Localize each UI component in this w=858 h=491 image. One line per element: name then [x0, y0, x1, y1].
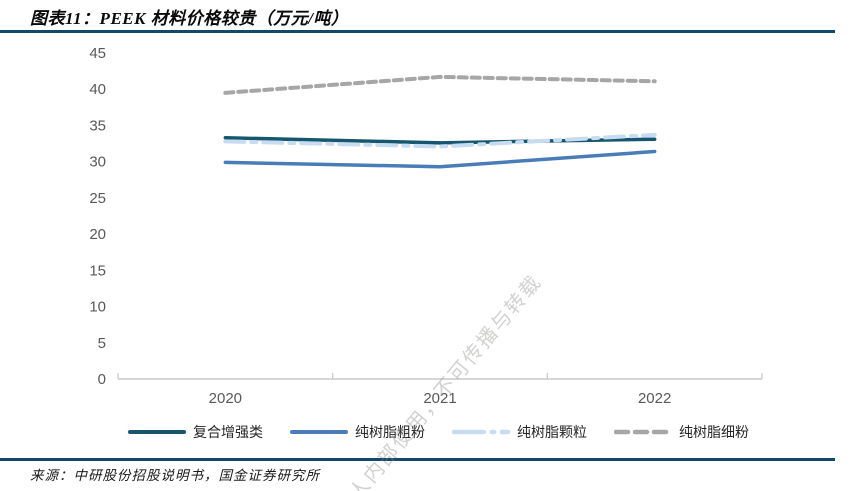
legend-label: 纯树脂细粉 — [679, 426, 749, 441]
y-axis-tick-label: 25 — [89, 190, 106, 207]
y-axis-tick-label: 10 — [89, 299, 106, 316]
legend-line-swatch — [614, 429, 672, 435]
y-axis-tick-label: 0 — [98, 371, 106, 388]
y-axis-tick-label: 30 — [89, 154, 106, 171]
legend-item-coarse-powder: 纯树脂粗粉 — [290, 422, 452, 442]
y-axis-tick-label: 15 — [89, 262, 106, 279]
series-line — [223, 132, 657, 149]
x-axis-tick-label: 2021 — [423, 390, 456, 407]
legend-label: 纯树脂粗粉 — [355, 426, 425, 441]
x-axis-tick-label: 2020 — [209, 390, 242, 407]
footer-divider — [0, 458, 835, 461]
y-axis-tick-label: 35 — [89, 117, 106, 134]
legend-item-composite: 复合增强类 — [128, 422, 290, 442]
legend-label: 复合增强类 — [193, 426, 263, 441]
chart-legend: 复合增强类 纯树脂粗粉 纯树脂颗粒 纯树脂细粉 — [128, 422, 776, 442]
legend-line-swatch — [290, 430, 348, 434]
line-chart: 0 5 10 15 20 25 30 35 40 45 2020 2021 2022 — [89, 45, 763, 407]
legend-item-granule: 纯树脂颗粒 — [452, 422, 614, 442]
chart-title: 图表11：PEEK 材料价格较贵（万元/吨） — [30, 9, 349, 28]
y-axis-tick-label: 20 — [89, 226, 106, 243]
legend-label: 纯树脂颗粒 — [517, 426, 587, 441]
series-line — [223, 74, 657, 95]
x-axis-tick-label: 2022 — [638, 390, 671, 407]
title-divider — [0, 30, 835, 33]
series-line — [223, 149, 657, 169]
legend-line-swatch — [128, 430, 186, 434]
legend-line-swatch — [452, 429, 510, 435]
y-axis-tick-label: 5 — [98, 335, 106, 352]
source-attribution: 来源：中研股份招股说明书，国金证券研究所 — [30, 468, 320, 483]
legend-item-fine-powder: 纯树脂细粉 — [614, 422, 776, 442]
y-axis-tick-label: 40 — [89, 81, 106, 98]
y-axis-tick-label: 45 — [89, 45, 106, 62]
